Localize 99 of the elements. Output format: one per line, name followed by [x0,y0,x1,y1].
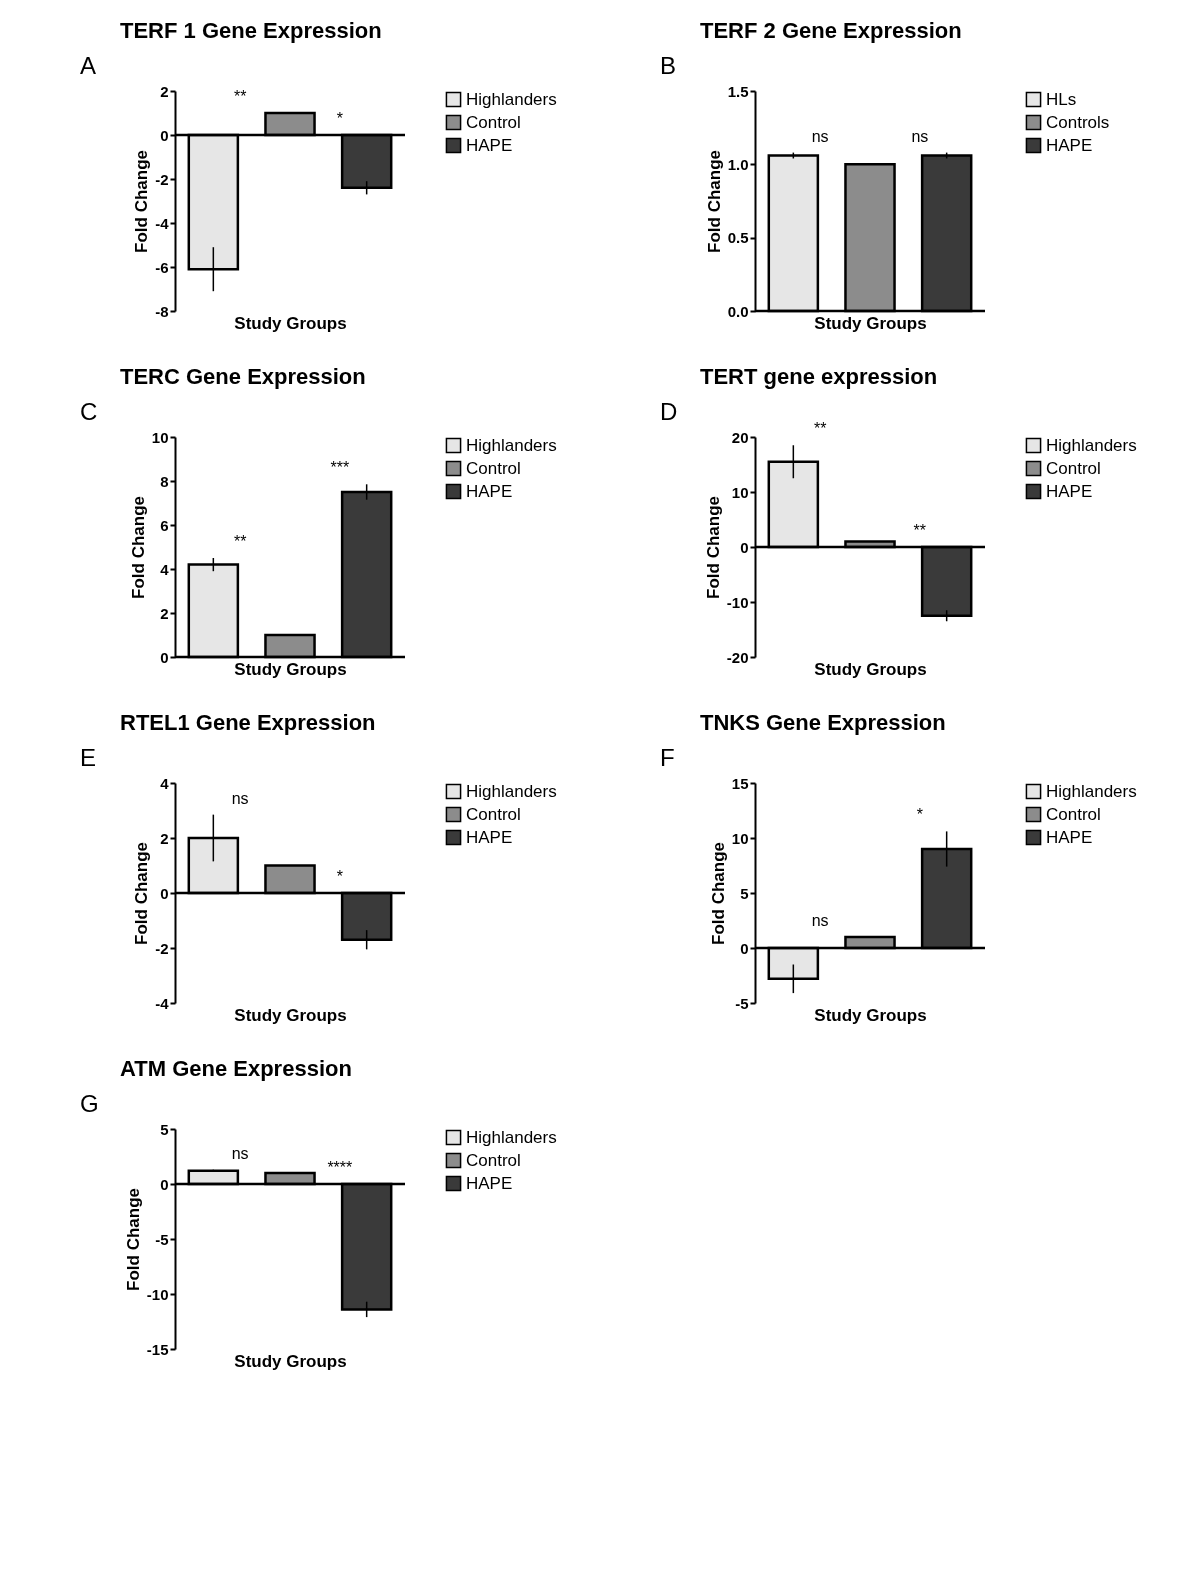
chart-title: TNKS Gene Expression [700,710,946,735]
text: A [80,52,97,79]
y-tick-label: -4 [155,994,170,1012]
legend-label: Control [1046,458,1101,478]
y-axis-title: Fold Change [132,150,152,253]
legend-label: Highlanders [466,435,557,455]
y-tick-label: 2 [160,604,169,622]
x-axis-title: Study Groups [814,659,927,679]
annotation: ** [233,533,247,550]
legend-label: HAPE [1046,135,1093,155]
y-tick-label: -5 [735,994,749,1012]
annotation: ns [811,912,829,929]
chart-title: TERF 1 Gene Expression [120,18,382,43]
annotation: ns [911,127,929,145]
y-tick-label: 0.0 [727,302,749,320]
annotation: ns [231,1144,249,1162]
annotation: * [336,110,343,127]
y-tick-label: -5 [155,1230,169,1248]
y-tick-label: 0 [160,126,169,144]
annotation: * [916,806,923,824]
text: G [80,1090,99,1117]
y-tick-label: 6 [160,516,169,534]
y-tick-label: 10 [151,428,169,446]
x-axis-title: Study Groups [234,1351,347,1371]
legend-label: HAPE [466,1173,513,1193]
chart-title: TERT gene expression [700,364,938,389]
annotation: ** [233,88,247,105]
y-tick-label: -2 [155,170,169,188]
legend-label: Highlanders [1046,781,1137,801]
legend-label: Highlanders [466,781,557,801]
text: ** [813,420,827,438]
y-axis-title: Fold Change [704,150,724,253]
legend-label: HAPE [466,827,513,847]
y-tick-label: 2 [160,82,169,100]
legend-label: HAPE [1046,481,1093,501]
y-tick-label: 5 [740,884,749,902]
y-tick-label: 8 [160,472,169,490]
y-tick-label: 1.5 [727,82,749,100]
legend-label: HAPE [466,481,513,501]
y-tick-label: 2 [160,829,169,847]
chart-title: TERF 2 Gene Expression [700,18,962,43]
y-tick-label: 15 [731,774,749,792]
chart-title: TERC Gene Expression [120,364,366,389]
y-tick-label: 1.0 [727,155,749,173]
y-tick-label: -10 [146,1285,169,1303]
y-axis-title: Fold Change [132,842,152,945]
y-axis-title: Fold Change [708,842,728,945]
y-tick-label: 0 [740,538,749,556]
x-axis-title: Study Groups [234,1005,347,1025]
y-tick-label: -15 [146,1340,169,1358]
y-tick-label: 0.5 [727,229,749,247]
legend-label: Highlanders [466,1127,557,1147]
y-tick-label: 0 [740,939,749,957]
y-tick-label: 20 [731,428,749,446]
annotation: ns [231,789,249,807]
text: C [80,398,98,425]
y-tick-label: 5 [160,1120,169,1138]
annotation: * [336,868,343,885]
y-tick-label: 10 [731,483,749,501]
y-tick-label: 0 [160,1175,169,1193]
x-axis-title: Study Groups [234,313,347,333]
legend-label: Control [466,112,521,132]
legend-label: HLs [1046,89,1077,109]
y-tick-label: -20 [726,648,749,666]
legend-label: Highlanders [466,89,557,109]
text: E [80,744,97,771]
y-tick-label: -4 [155,214,170,232]
text: B [660,52,677,79]
annotation: **** [327,1159,353,1176]
legend-label: Highlanders [1046,435,1137,455]
legend-label: HAPE [1046,827,1093,847]
text: D [660,398,678,425]
legend-label: HAPE [466,135,513,155]
legend-label: Controls [1046,112,1110,132]
y-tick-label: -10 [726,593,749,611]
y-axis-title: Fold Change [128,496,148,599]
legend-label: Control [466,1150,521,1170]
x-axis-title: Study Groups [814,313,927,333]
y-tick-label: 0 [160,648,169,666]
legend-label: Control [466,458,521,478]
x-axis-title: Study Groups [234,659,347,679]
y-tick-label: -8 [155,302,169,320]
y-tick-label: 10 [731,829,749,847]
y-axis-title: Fold Change [703,496,723,599]
annotation: ns [811,127,829,145]
y-tick-label: -6 [155,258,169,276]
y-tick-label: 4 [160,560,170,578]
chart-title: ATM Gene Expression [120,1056,352,1081]
y-tick-label: 0 [160,884,169,902]
annotation: ** [913,522,927,539]
y-tick-label: 4 [160,774,170,792]
chart-title: RTEL1 Gene Expression [120,710,376,735]
x-axis-title: Study Groups [814,1005,927,1025]
text: F [660,744,675,771]
legend-label: Control [466,804,521,824]
y-axis-title: Fold Change [123,1188,143,1291]
y-tick-label: -2 [155,939,169,957]
annotation: *** [330,459,350,477]
legend-label: Control [1046,804,1101,824]
